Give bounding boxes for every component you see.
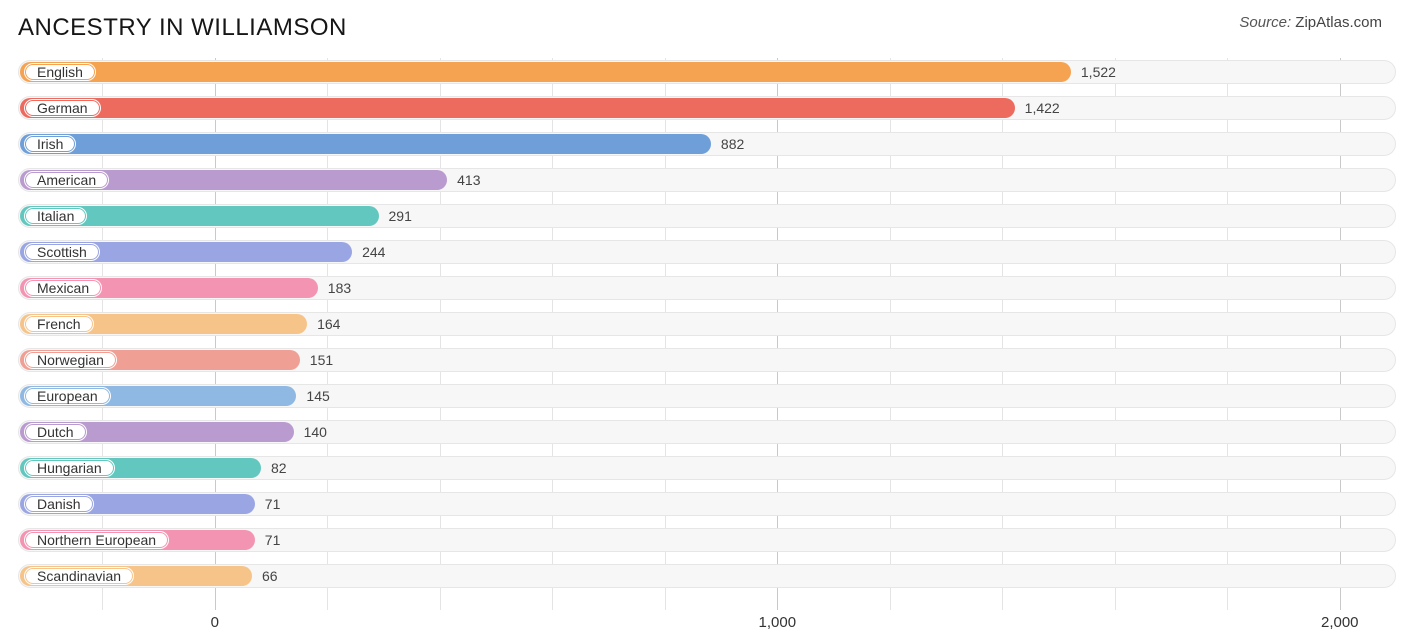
bar-label-pill: Norwegian: [24, 351, 117, 369]
bar-label-pill: Scandinavian: [24, 567, 134, 585]
bar-value-label: 66: [252, 562, 278, 590]
bar-row: American 413: [18, 166, 1396, 194]
bar-label-pill: Northern European: [24, 531, 169, 549]
bar-value-label: 291: [379, 202, 412, 230]
header: ANCESTRY IN WILLIAMSON Source: ZipAtlas.…: [0, 0, 1406, 50]
bar-label-pill: French: [24, 315, 94, 333]
bar-label-pill: European: [24, 387, 111, 405]
bar-row: Italian 291: [18, 202, 1396, 230]
source-label: Source:: [1239, 14, 1291, 31]
bar-label-pill: German: [24, 99, 101, 117]
bar-value-label: 71: [255, 526, 281, 554]
bar: [20, 134, 711, 154]
bar-value-label: 145: [296, 382, 329, 410]
bar-row: French 164: [18, 310, 1396, 338]
bar-value-label: 71: [255, 490, 281, 518]
bar-row: Danish 71: [18, 490, 1396, 518]
bar-label-pill: English: [24, 63, 96, 81]
bar-row: Northern European 71: [18, 526, 1396, 554]
bar-row: Scandinavian 66: [18, 562, 1396, 590]
bar-value-label: 151: [300, 346, 333, 374]
bar-row: Irish 882: [18, 130, 1396, 158]
bar-row: Hungarian 82: [18, 454, 1396, 482]
bar-label-pill: Danish: [24, 495, 94, 513]
bar-label-pill: Scottish: [24, 243, 100, 261]
chart-container: ANCESTRY IN WILLIAMSON Source: ZipAtlas.…: [0, 0, 1406, 644]
chart-area: English 1,522 German 1,422 Irish 882 American 4…: [18, 58, 1396, 610]
x-axis-tick-label: 2,000: [1321, 614, 1359, 631]
bar-value-label: 1,422: [1015, 94, 1060, 122]
bar-value-label: 413: [447, 166, 480, 194]
bar: [20, 62, 1071, 82]
x-axis-tick-label: 1,000: [759, 614, 797, 631]
plot-region: English 1,522 German 1,422 Irish 882 American 4…: [18, 58, 1396, 610]
bar-value-label: 1,522: [1071, 58, 1116, 86]
bar-row: Scottish 244: [18, 238, 1396, 266]
bar-value-label: 882: [711, 130, 744, 158]
bar-row: Norwegian 151: [18, 346, 1396, 374]
bar-label-pill: Dutch: [24, 423, 87, 441]
bar-row: Mexican 183: [18, 274, 1396, 302]
bar-label-pill: Irish: [24, 135, 76, 153]
source-attribution: Source: ZipAtlas.com: [1239, 14, 1382, 31]
bar-value-label: 244: [352, 238, 385, 266]
bar-label-pill: American: [24, 171, 109, 189]
bar: [20, 98, 1015, 118]
bar-row: German 1,422: [18, 94, 1396, 122]
bar-value-label: 140: [294, 418, 327, 446]
source-value: ZipAtlas.com: [1295, 14, 1382, 31]
bar-row: Dutch 140: [18, 418, 1396, 446]
bar-label-pill: Italian: [24, 207, 87, 225]
x-axis-tick-label: 0: [211, 614, 219, 631]
bar-row: European 145: [18, 382, 1396, 410]
chart-title: ANCESTRY IN WILLIAMSON: [18, 14, 347, 42]
bar-value-label: 164: [307, 310, 340, 338]
bar-label-pill: Mexican: [24, 279, 102, 297]
x-axis: 0 1,000 2,000: [18, 614, 1396, 638]
bar-label-pill: Hungarian: [24, 459, 115, 477]
bar-value-label: 183: [318, 274, 351, 302]
bar-value-label: 82: [261, 454, 287, 482]
bar-row: English 1,522: [18, 58, 1396, 86]
